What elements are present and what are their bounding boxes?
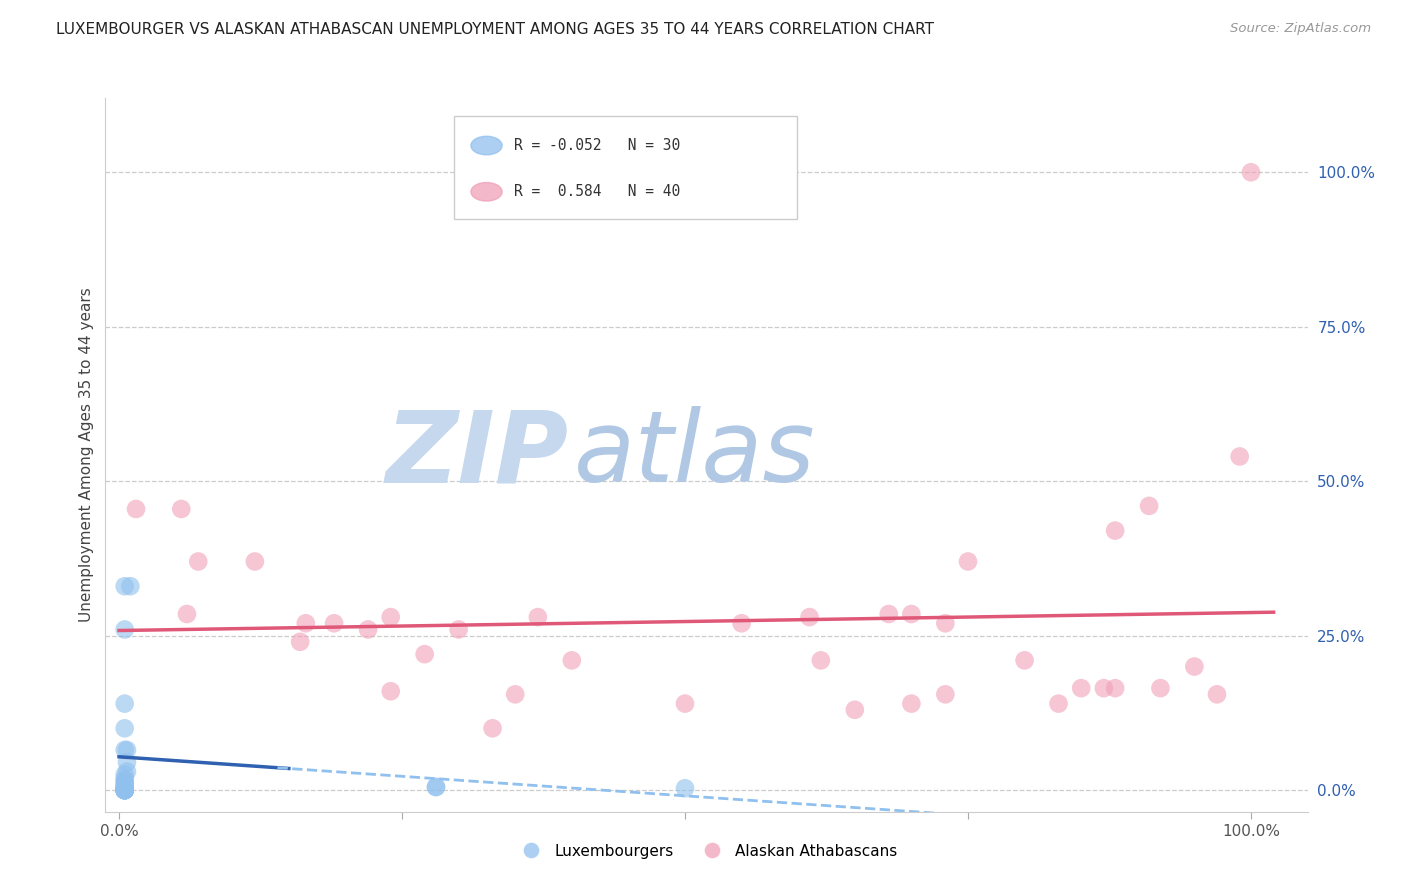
Point [503, 687, 526, 701]
Point [380, 684, 402, 698]
Point [956, 554, 979, 568]
Point [114, 697, 136, 711]
Point [115, 756, 138, 770]
Point [1137, 499, 1160, 513]
Point [114, 783, 136, 797]
Circle shape [471, 183, 502, 201]
Point [114, 783, 136, 797]
Point [114, 783, 136, 797]
Point [799, 610, 821, 624]
Point [1104, 681, 1126, 695]
Point [900, 697, 922, 711]
Point [527, 610, 550, 624]
Point [447, 623, 470, 637]
Y-axis label: Unemployment Among Ages 35 to 44 years: Unemployment Among Ages 35 to 44 years [79, 287, 94, 623]
Point [1182, 659, 1205, 673]
Point [413, 647, 436, 661]
Point [934, 687, 956, 701]
Point [877, 607, 900, 621]
Point [1229, 450, 1251, 464]
Text: ZIP: ZIP [385, 407, 568, 503]
Point [243, 554, 266, 568]
Point [288, 635, 311, 649]
FancyBboxPatch shape [454, 116, 797, 219]
Point [115, 743, 138, 757]
Point [481, 721, 503, 735]
Text: Source: ZipAtlas.com: Source: ZipAtlas.com [1230, 22, 1371, 36]
Point [114, 783, 136, 797]
Point [120, 579, 142, 593]
Point [114, 579, 136, 593]
Point [114, 767, 136, 781]
Point [900, 607, 922, 621]
Point [115, 764, 138, 779]
Point [114, 780, 136, 794]
Point [730, 616, 752, 631]
Point [1047, 697, 1070, 711]
Text: R = -0.052   N = 30: R = -0.052 N = 30 [515, 138, 681, 153]
Text: R =  0.584   N = 40: R = 0.584 N = 40 [515, 185, 681, 199]
Point [810, 653, 832, 667]
Point [1070, 681, 1092, 695]
Text: LUXEMBOURGER VS ALASKAN ATHABASCAN UNEMPLOYMENT AMONG AGES 35 TO 44 YEARS CORREL: LUXEMBOURGER VS ALASKAN ATHABASCAN UNEMP… [56, 22, 934, 37]
Text: atlas: atlas [574, 407, 815, 503]
Point [114, 782, 136, 797]
Point [425, 780, 447, 794]
Point [114, 783, 136, 797]
Point [187, 554, 209, 568]
Point [114, 783, 136, 797]
Point [934, 616, 956, 631]
Point [125, 502, 148, 516]
Point [114, 778, 136, 792]
Point [1014, 653, 1036, 667]
Point [1092, 681, 1115, 695]
Point [176, 607, 198, 621]
Legend: Luxembourgers, Alaskan Athabascans: Luxembourgers, Alaskan Athabascans [510, 838, 903, 864]
Point [1149, 681, 1171, 695]
Point [673, 781, 696, 796]
Point [425, 780, 447, 794]
Point [673, 697, 696, 711]
Point [114, 777, 136, 791]
Point [357, 623, 380, 637]
Point [170, 502, 193, 516]
Point [114, 781, 136, 796]
Point [1240, 165, 1263, 179]
Point [114, 783, 136, 797]
Point [114, 781, 136, 796]
Point [114, 783, 136, 797]
Point [114, 773, 136, 788]
Point [114, 623, 136, 637]
Point [114, 772, 136, 786]
Point [114, 783, 136, 797]
Point [114, 743, 136, 757]
Point [1104, 524, 1126, 538]
Point [323, 616, 346, 631]
Point [295, 616, 318, 631]
Point [561, 653, 583, 667]
Point [844, 703, 866, 717]
Point [1206, 687, 1229, 701]
Point [380, 610, 402, 624]
Circle shape [471, 136, 502, 155]
Point [114, 721, 136, 735]
